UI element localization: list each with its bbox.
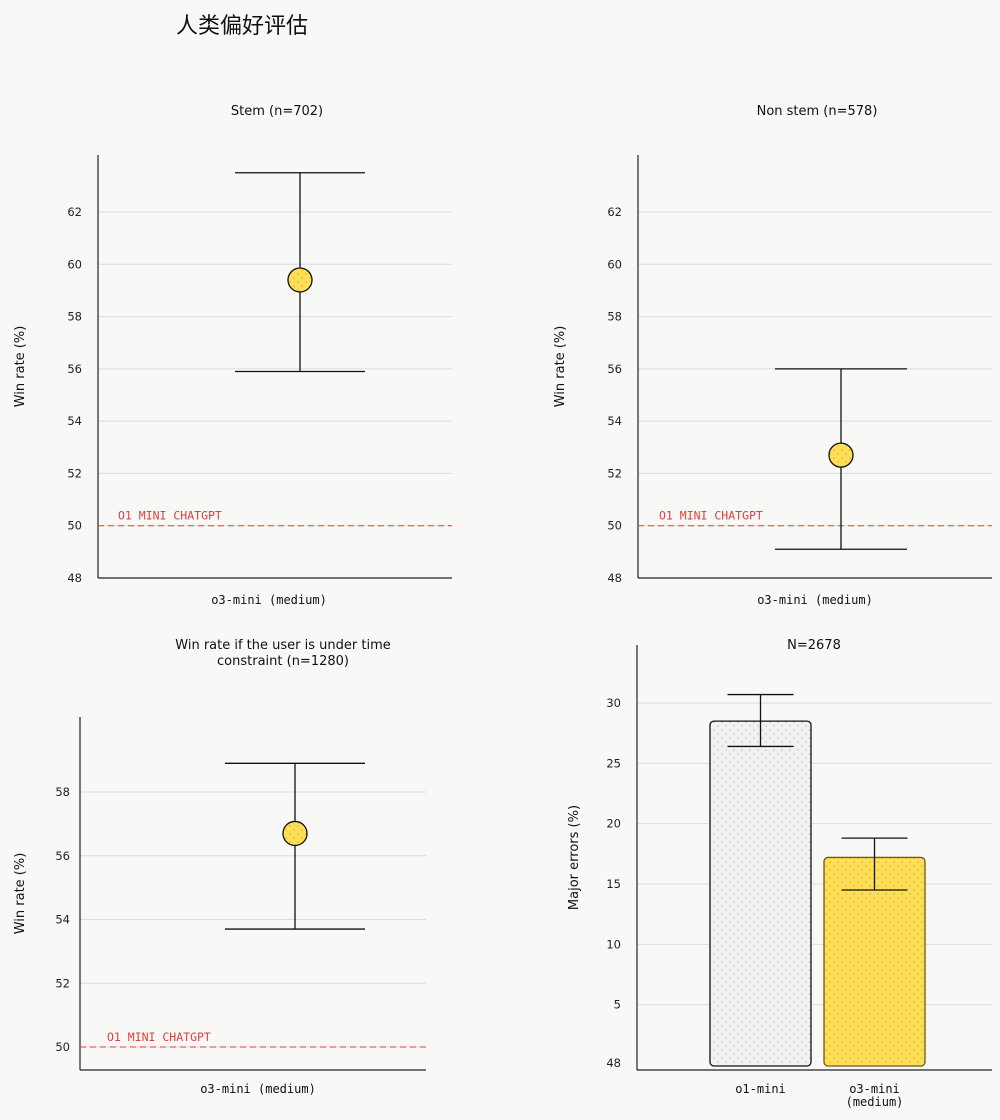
y-tick-label: 20 [606,817,621,831]
chart-errors: N=2678 5 10 15 20 25 30 48 Major errors (%) o1-mi… [567,638,992,1109]
y-tick-label: 60 [67,257,82,271]
y-tick-label: 56 [55,849,70,863]
chart-title: N=2678 [787,638,841,653]
bar [709,720,812,1067]
y-tick-label: 56 [67,362,82,376]
y-tick-label: 52 [55,976,70,990]
y-tick-label: 5 [614,998,621,1012]
y-tick-label: 62 [607,205,622,219]
reference-line-label: O1 MINI CHATGPT [118,509,222,523]
chart-nonstem: Non stem (n=578) 48 50 52 54 56 58 60 62 Win rate… [553,104,992,607]
page-title: 人类偏好评估 [176,14,309,39]
y-tick-label: 52 [67,466,82,480]
reference-line-label: O1 MINI CHATGPT [107,1030,211,1044]
x-category-label: o1-mini [735,1082,786,1096]
y-tick-label: 58 [607,310,622,324]
y-tick-label: 48 [607,571,622,585]
chart-title: Win rate if the user is under time [175,638,390,653]
y-tick-label: 54 [607,414,622,428]
y-tick-label: 54 [55,913,70,927]
data-point [828,442,854,468]
y-tick-label: 15 [606,877,621,891]
y-tick-label: 50 [67,519,82,533]
data-point [282,820,308,847]
y-axis-label: Major errors (%) [567,805,582,910]
y-tick-label: 62 [67,205,82,219]
x-category-label: o3-mini [849,1082,900,1096]
y-tick-label: 58 [55,785,70,799]
chart-time: Win rate if the user is under timeconstr… [13,638,426,1096]
x-category-label: o3-mini (medium) [211,593,327,607]
y-tick-label: 56 [607,362,622,376]
y-tick-label: 58 [67,310,82,324]
y-tick-label: 48 [606,1056,621,1070]
chart-title: Non stem (n=578) [757,104,878,119]
chart-title: Stem (n=702) [231,104,323,119]
x-category-label: o3-mini (medium) [200,1082,316,1096]
x-category-label: o3-mini (medium) [757,593,873,607]
chart-stem: Stem (n=702) 48 50 52 54 56 58 60 62 Win rate (%)… [13,104,452,607]
data-point [287,267,313,293]
y-tick-label: 60 [607,257,622,271]
y-axis-label: Win rate (%) [13,853,28,935]
y-tick-label: 25 [606,756,621,770]
x-category-label: (medium) [846,1095,904,1109]
y-tick-label: 50 [607,519,622,533]
y-tick-label: 30 [606,696,621,710]
reference-line-label: O1 MINI CHATGPT [659,509,763,523]
y-tick-label: 48 [67,571,82,585]
y-tick-label: 54 [67,414,82,428]
y-tick-label: 10 [606,937,621,951]
y-axis-label: Win rate (%) [13,326,28,408]
y-axis-label: Win rate (%) [553,326,568,408]
y-tick-label: 50 [55,1040,70,1054]
chart-title: constraint (n=1280) [217,654,349,669]
y-tick-label: 52 [607,466,622,480]
